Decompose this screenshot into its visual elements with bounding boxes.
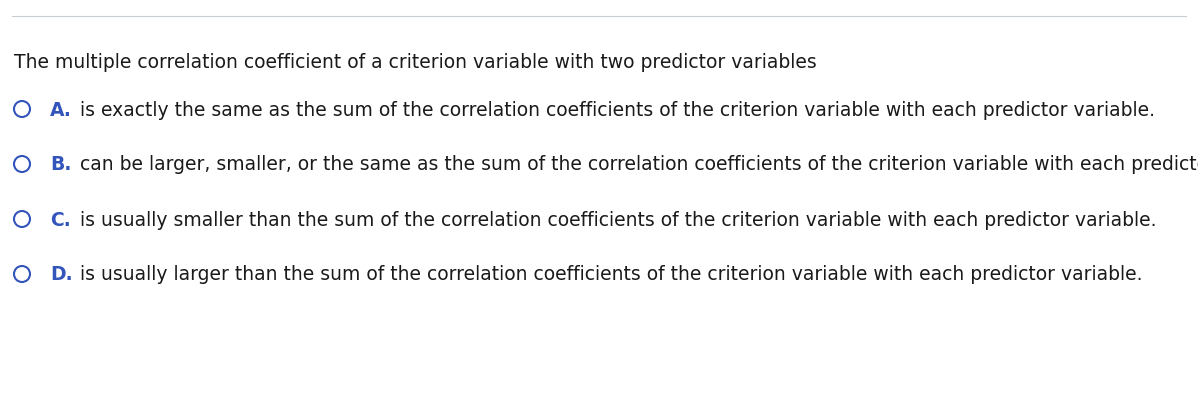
Text: C.: C. bbox=[50, 210, 71, 229]
Text: D.: D. bbox=[50, 265, 73, 284]
Text: The multiple correlation coefficient of a criterion variable with two predictor : The multiple correlation coefficient of … bbox=[14, 52, 817, 71]
Text: B.: B. bbox=[50, 155, 72, 174]
Text: is usually smaller than the sum of the correlation coefficients of the criterion: is usually smaller than the sum of the c… bbox=[80, 210, 1156, 229]
Text: A.: A. bbox=[50, 100, 72, 119]
Text: is usually larger than the sum of the correlation coefficients of the criterion : is usually larger than the sum of the co… bbox=[80, 265, 1143, 284]
Text: is exactly the same as the sum of the correlation coefficients of the criterion : is exactly the same as the sum of the co… bbox=[80, 100, 1155, 119]
Text: can be larger, smaller, or the same as the sum of the correlation coefficients o: can be larger, smaller, or the same as t… bbox=[80, 155, 1198, 174]
